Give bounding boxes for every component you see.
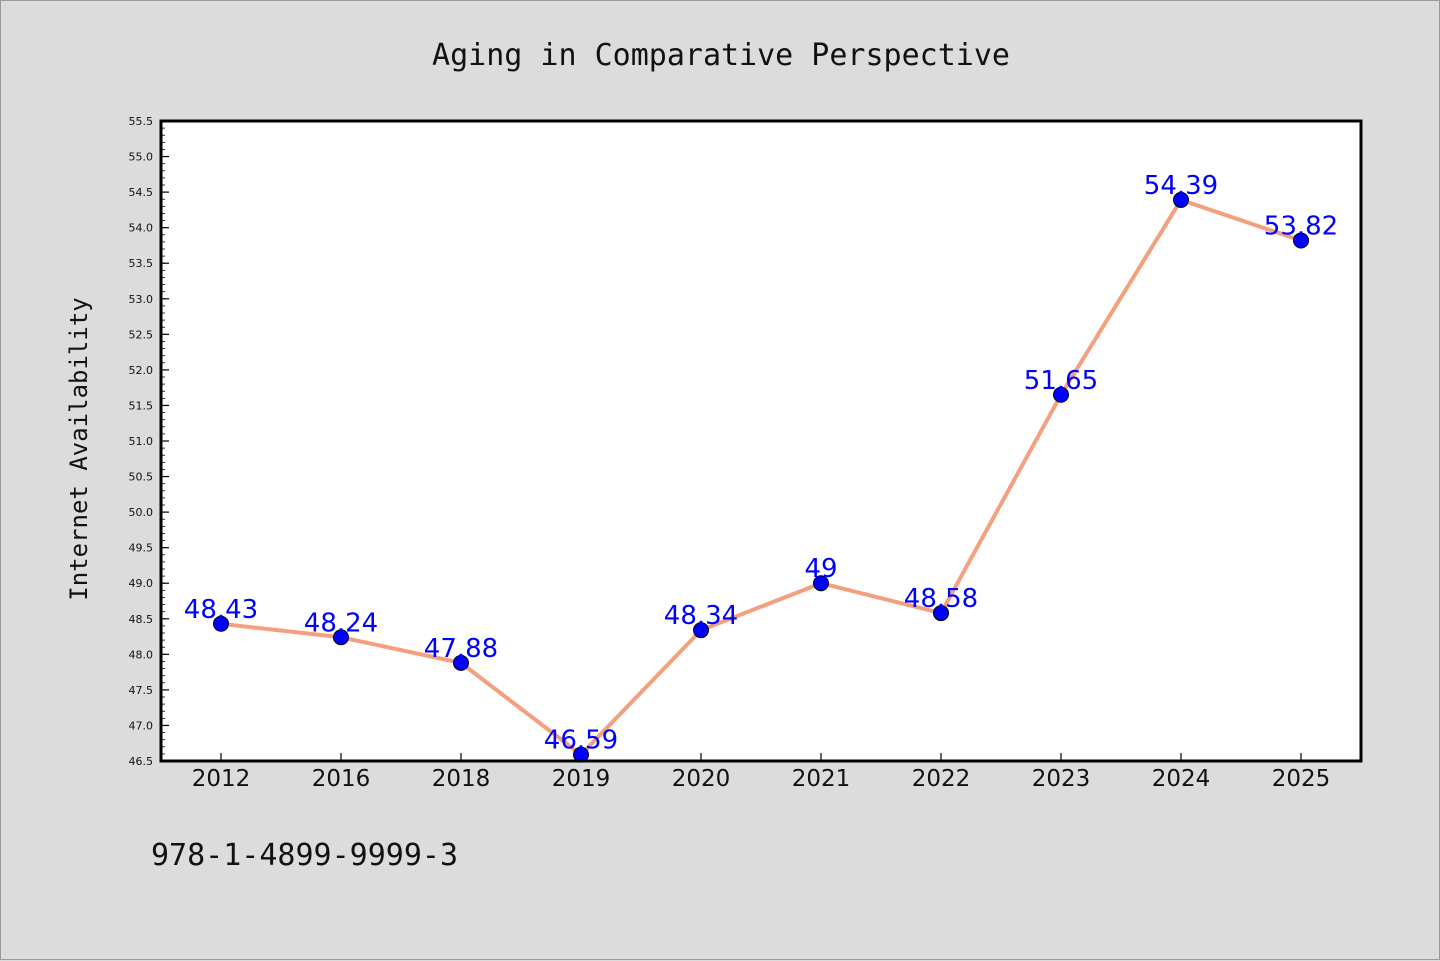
y-tick-label: 51.0 [129,435,154,448]
x-tick-label: 2023 [1032,766,1091,792]
y-tick-label: 47.5 [129,684,154,697]
y-tick-label: 54.5 [129,186,154,199]
isbn-text: 978-1-4899-9999-3 [151,838,458,873]
data-label: 47.88 [424,634,498,664]
data-label: 48.43 [184,595,258,625]
y-tick-label: 52.0 [129,364,154,377]
y-tick-label: 48.5 [129,613,154,626]
data-point [1173,191,1189,208]
y-axis-label: Internet Availability [65,297,93,600]
data-label: 51.65 [1024,366,1098,396]
data-point [933,605,949,622]
x-tick-label: 2016 [312,766,371,792]
data-point [1053,386,1069,403]
y-tick-label: 53.5 [129,257,154,270]
x-tick-label: 2022 [912,766,971,792]
x-tick-label: 2024 [1152,766,1211,792]
y-tick-label: 53.0 [129,293,154,306]
data-point [453,654,469,671]
x-tick-label: 2012 [192,766,251,792]
data-point [813,575,829,592]
plot-border [159,119,1363,763]
data-label: 48.58 [904,584,978,614]
y-tick-label: 49.5 [129,542,154,555]
data-label: 46.59 [544,726,618,756]
data-label: 53.82 [1264,211,1338,241]
chart-title: Aging in Comparative Perspective [432,38,1010,73]
data-label: 54.39 [1144,171,1218,201]
plot-area [161,121,1361,761]
x-tick-label: 2025 [1272,766,1331,792]
y-tick-label: 54.0 [129,222,154,235]
y-tick-label: 52.5 [129,328,154,341]
data-point [693,622,709,639]
y-tick-label: 50.0 [129,506,154,519]
y-tick-label: 55.5 [129,115,154,128]
data-label: 48.24 [304,608,378,638]
data-label: 49 [804,554,837,584]
y-tick-label: 55.0 [129,151,154,164]
x-tick-label: 2018 [432,766,491,792]
y-tick-label: 47.0 [129,719,154,732]
y-tick-label: 51.5 [129,399,154,412]
x-axis-ticks: 2012 2016 2018 2019 2020 2021 2022 2023 2024 2025 [192,753,1331,792]
data-label: 48.34 [664,601,738,631]
y-tick-label: 48.0 [129,648,154,661]
series-group: 48.43 48.24 47.88 46.59 48.34 49 48.58 51.65 54.… [184,171,1338,763]
x-tick-label: 2021 [792,766,851,792]
series-line [220,197,1302,757]
y-tick-label: 46.5 [129,755,154,768]
y-tick-label: 49.0 [129,577,154,590]
x-tick-label: 2020 [672,766,731,792]
data-point [1293,232,1309,249]
data-point [333,629,349,646]
x-tick-label: 2019 [552,766,611,792]
y-tick-label: 50.5 [129,471,154,484]
data-point [213,615,229,632]
